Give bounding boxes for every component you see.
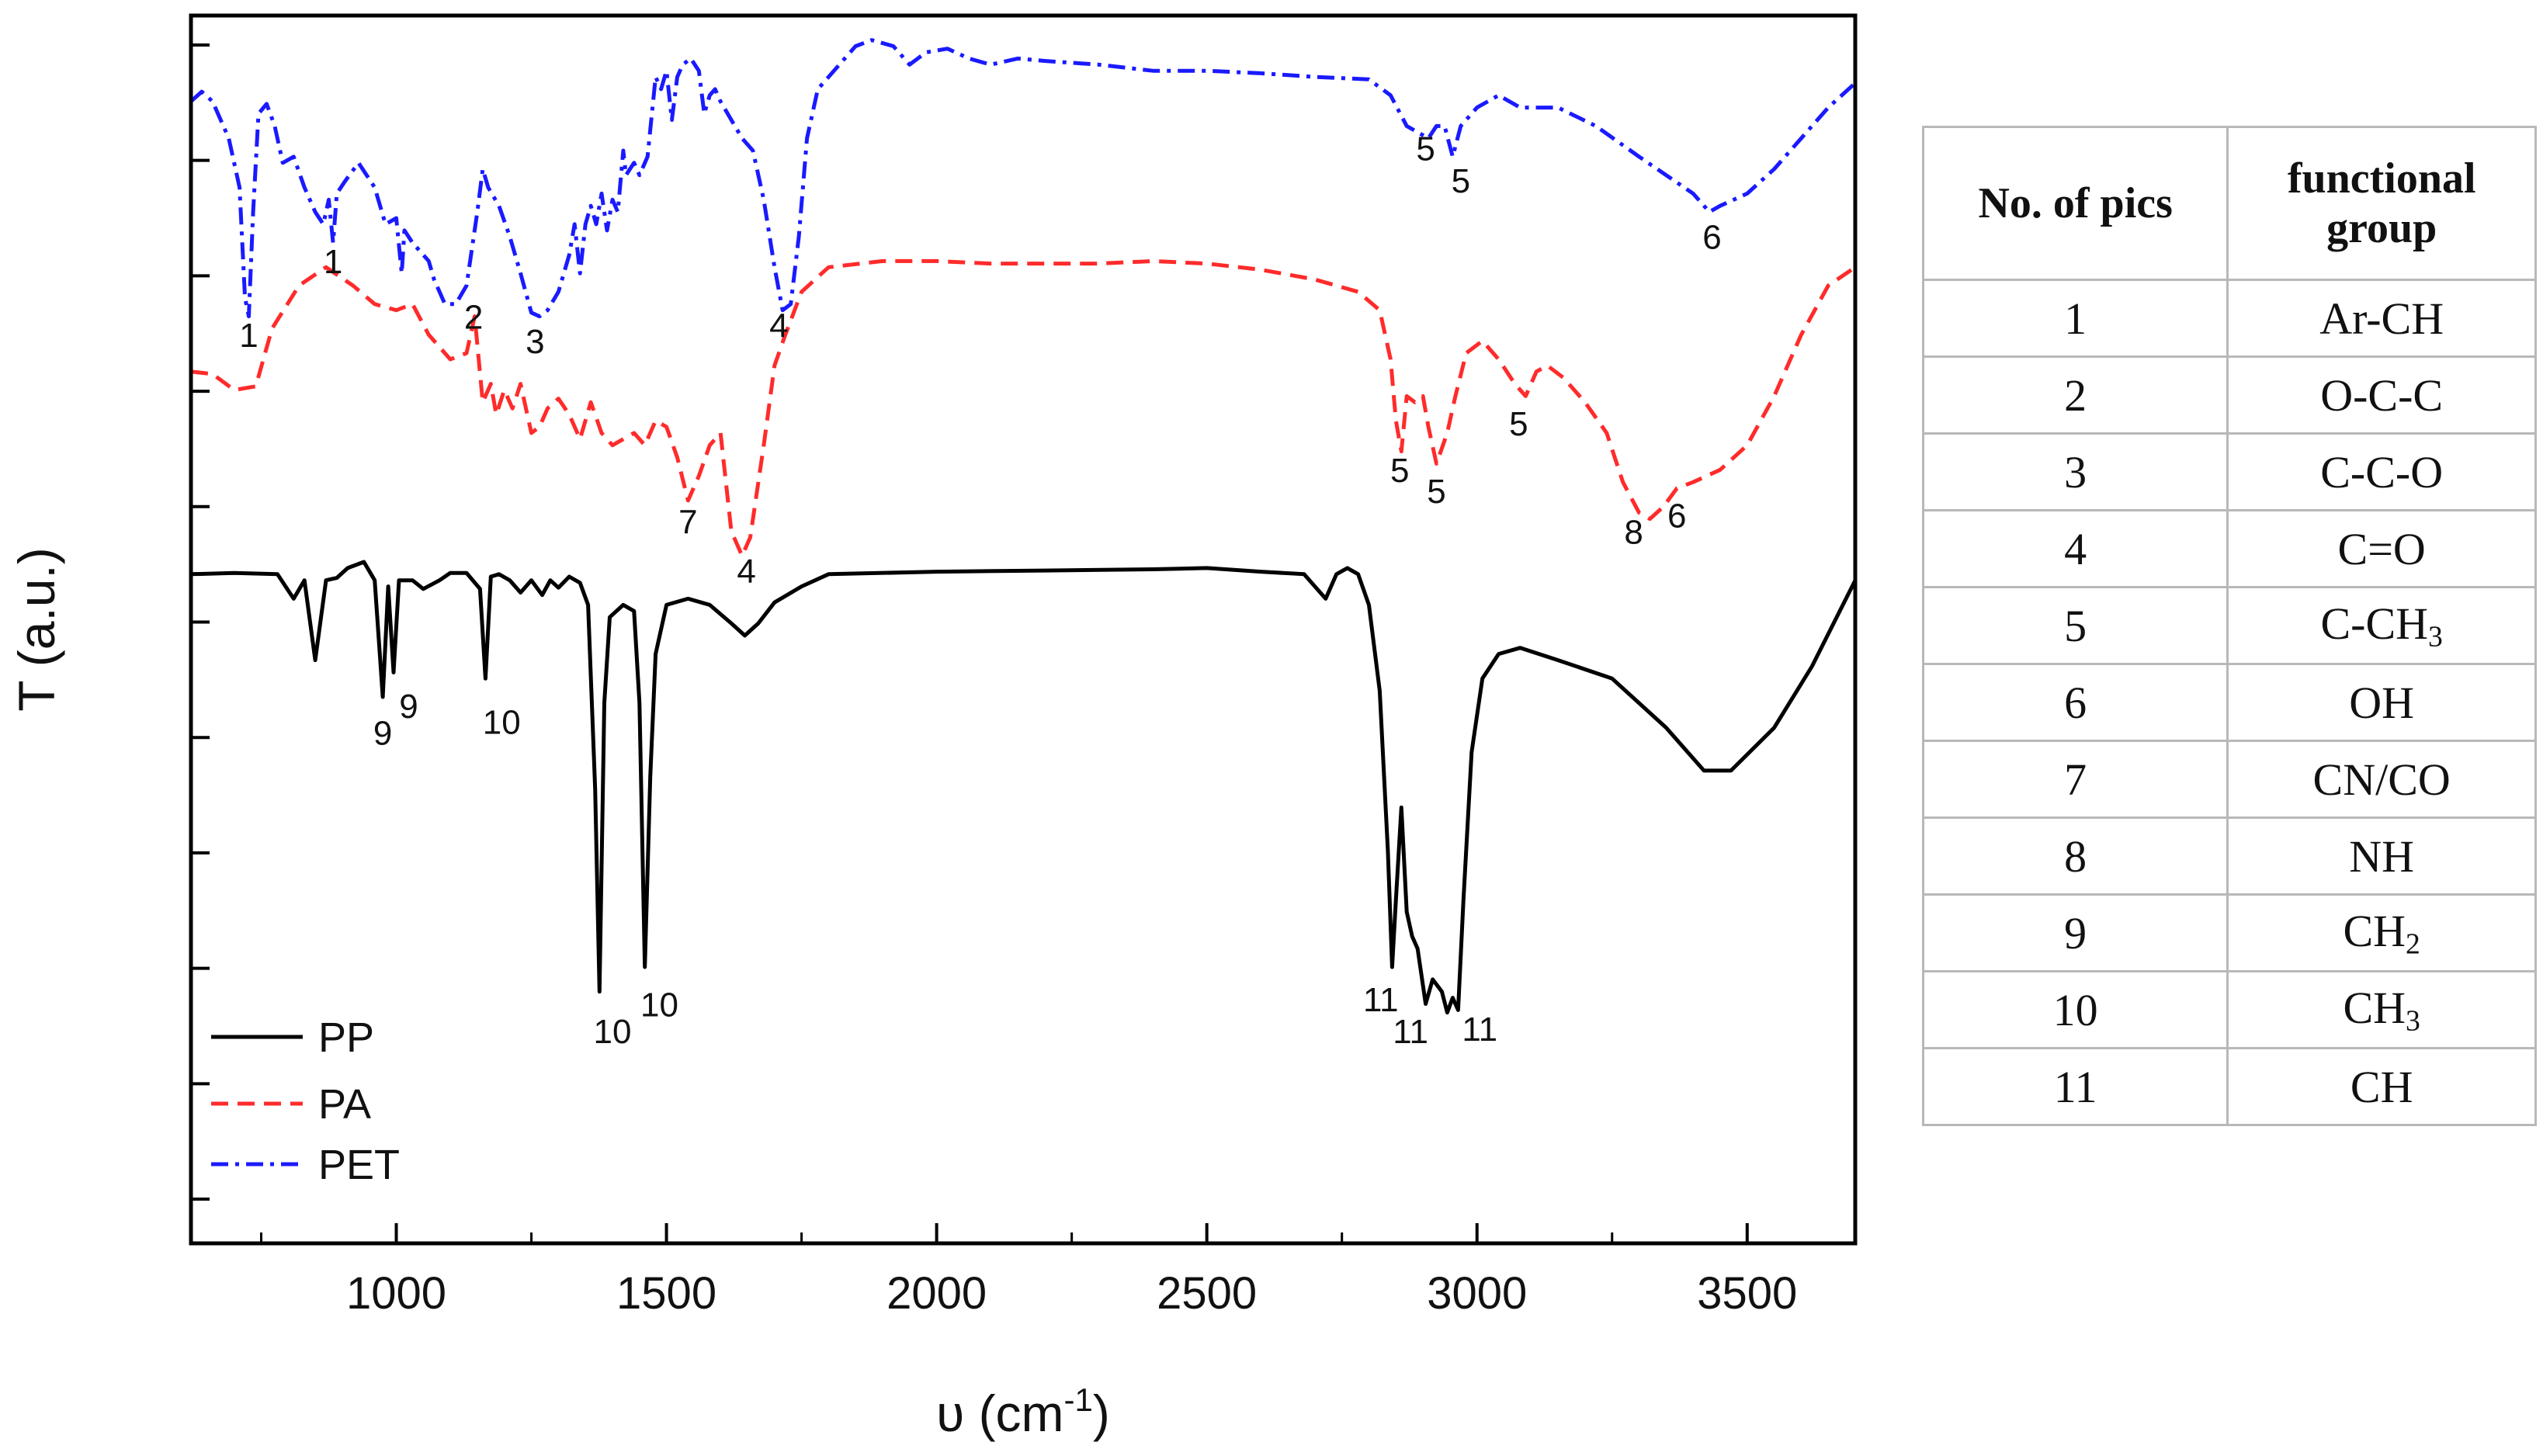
cell-functional-group: NH xyxy=(2226,816,2537,896)
peak-label: 5 xyxy=(1427,473,1445,511)
series-line-pp xyxy=(190,560,1858,1015)
peak-label: 7 xyxy=(678,504,697,542)
cell-functional-group: Ar-CH xyxy=(2226,279,2537,358)
peak-label: 5 xyxy=(1452,162,1470,200)
functional-group-name: CH xyxy=(2343,982,2406,1033)
peak-label: 11 xyxy=(1363,981,1399,1019)
x-tick-label: 2000 xyxy=(886,1268,987,1319)
functional-group-name: OH xyxy=(2349,677,2415,728)
functional-group-subscript: 3 xyxy=(2428,620,2443,653)
x-tick-label: 2500 xyxy=(1157,1268,1257,1319)
table-row: 11 CH xyxy=(1921,1047,2537,1126)
series-line-pa xyxy=(190,258,1857,558)
plot-frame xyxy=(189,13,1858,1246)
peak-label: 9 xyxy=(399,688,418,726)
legend-label-pet: PET xyxy=(318,1142,400,1188)
functional-group-name: CH xyxy=(2343,905,2406,956)
x-tick-label: 1000 xyxy=(346,1268,446,1319)
table-row: 6 OH xyxy=(1921,663,2537,742)
peak-label: 9 xyxy=(373,715,392,753)
peak-label: 10 xyxy=(483,703,521,741)
cell-functional-group: C-CH3 xyxy=(2226,586,2537,665)
functional-group-name: C-C-O xyxy=(2320,446,2444,497)
peak-label: 5 xyxy=(1509,405,1528,443)
legend-label-pp: PP xyxy=(318,1014,374,1061)
table-row: 1 Ar-CH xyxy=(1921,279,2537,358)
series-layer xyxy=(189,38,1858,1015)
table-row: 2 O-C-C xyxy=(1921,355,2537,435)
cell-peak-number: 1 xyxy=(1921,279,2229,358)
peak-label: 5 xyxy=(1416,130,1435,168)
peak-label: 6 xyxy=(1702,219,1721,257)
table-row: 8 NH xyxy=(1921,816,2537,896)
cell-peak-number: 2 xyxy=(1921,355,2229,435)
peak-label: 1 xyxy=(324,243,342,281)
peak-label: 3 xyxy=(526,323,544,361)
functional-group-name: CH xyxy=(2350,1061,2413,1112)
functional-group-name: O-C-C xyxy=(2320,369,2444,421)
cell-functional-group: CN/CO xyxy=(2226,740,2537,819)
x-tick-label: 3500 xyxy=(1697,1268,1797,1319)
cell-functional-group: OH xyxy=(2226,663,2537,742)
x-axis-title: υ (cm-1) xyxy=(936,1381,1110,1442)
peak-label: 2 xyxy=(464,298,483,336)
functional-group-table: No. of pics functional group 1 Ar-CH 2 O-C-… xyxy=(1921,126,2537,1126)
plot-background xyxy=(0,0,1894,1456)
cell-peak-number: 6 xyxy=(1921,663,2229,742)
table-row: 5 C-CH3 xyxy=(1921,586,2537,665)
x-tick-labels: 1000 1500 2000 2500 3000 3500 xyxy=(346,1268,1797,1319)
functional-group-subscript: 2 xyxy=(2406,927,2420,961)
header-no-of-pics: No. of pics xyxy=(1921,126,2229,281)
x-tick-label: 3000 xyxy=(1427,1268,1527,1319)
functional-group-name: CN/CO xyxy=(2312,754,2451,805)
peak-label: 5 xyxy=(1390,452,1409,490)
peak-label: 8 xyxy=(1624,513,1643,551)
peak-label: 1 xyxy=(239,317,258,355)
peak-label: 10 xyxy=(640,986,678,1024)
y-axis-title: T (a.u.) xyxy=(8,547,65,712)
functional-group-name: Ar-CH xyxy=(2319,293,2444,344)
cell-peak-number: 5 xyxy=(1921,586,2229,665)
cell-peak-number: 3 xyxy=(1921,432,2229,511)
cell-functional-group: CH3 xyxy=(2226,970,2537,1049)
table-body: 1 Ar-CH 2 O-C-C 3 C-C-O 4 C=O 5 C-CH3 6 OH 7 CN/CO 8 NH… xyxy=(1921,279,2537,1126)
functional-group-name: C-CH xyxy=(2320,598,2429,649)
cell-functional-group: C=O xyxy=(2226,509,2537,588)
peak-label: 11 xyxy=(1462,1011,1497,1049)
header-functional-group: functional group xyxy=(2226,126,2537,281)
table-row: 4 C=O xyxy=(1921,509,2537,588)
cell-peak-number: 7 xyxy=(1921,740,2229,819)
table-row: 7 CN/CO xyxy=(1921,740,2537,819)
peak-label: 11 xyxy=(1393,1013,1428,1051)
peak-label: 4 xyxy=(769,307,788,345)
table-row: 9 CH2 xyxy=(1921,893,2537,972)
peak-label: 10 xyxy=(593,1013,631,1051)
functional-group-name: NH xyxy=(2349,830,2415,882)
cell-peak-number: 9 xyxy=(1921,893,2229,972)
cell-functional-group: O-C-C xyxy=(2226,355,2537,435)
table-row: 3 C-C-O xyxy=(1921,432,2537,511)
cell-peak-number: 10 xyxy=(1921,970,2229,1049)
table-row: 10 CH3 xyxy=(1921,970,2537,1049)
x-tick-label: 1500 xyxy=(616,1268,716,1319)
cell-peak-number: 8 xyxy=(1921,816,2229,896)
peak-label: 4 xyxy=(737,553,755,591)
functional-group-name: C=O xyxy=(2337,523,2426,574)
legend: PP PA PET xyxy=(211,1014,400,1188)
cell-peak-number: 4 xyxy=(1921,509,2229,588)
peak-label: 6 xyxy=(1667,497,1686,536)
cell-peak-number: 11 xyxy=(1921,1047,2229,1126)
cell-functional-group: CH xyxy=(2226,1047,2537,1126)
cell-functional-group: C-C-O xyxy=(2226,432,2537,511)
functional-group-subscript: 3 xyxy=(2406,1004,2420,1038)
legend-label-pa: PA xyxy=(318,1081,371,1128)
table-header-row: No. of pics functional group xyxy=(1921,126,2537,281)
cell-functional-group: CH2 xyxy=(2226,893,2537,972)
